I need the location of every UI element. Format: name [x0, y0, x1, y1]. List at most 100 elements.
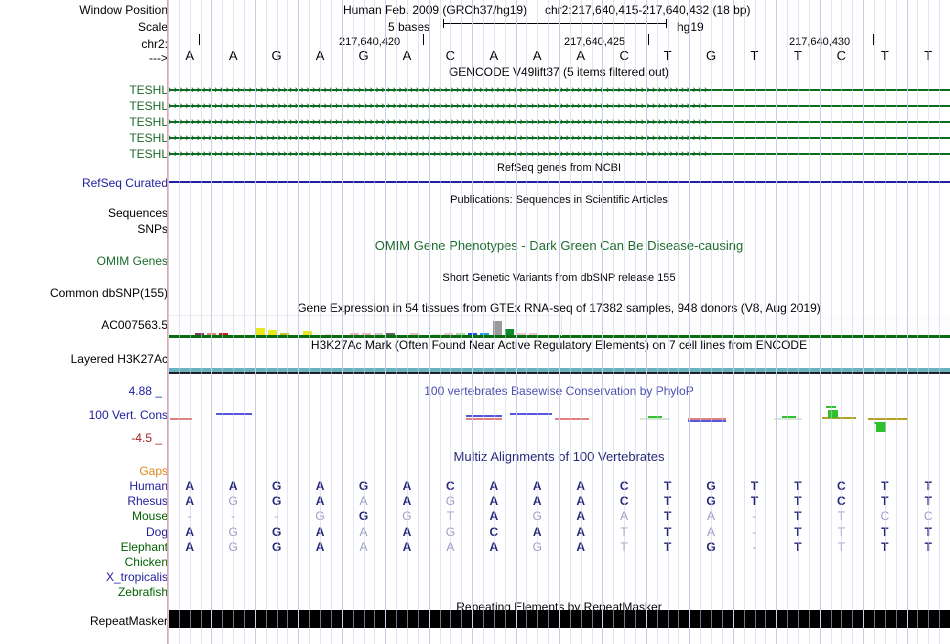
phylop-bar[interactable]	[555, 418, 589, 420]
gene-feature-row[interactable]: ››››››››››››››››››››››››››››››››››››››››…	[168, 82, 950, 98]
alignment-row[interactable]	[168, 570, 950, 584]
gtex-expression-chart[interactable]	[168, 315, 950, 338]
gtex-tissue-bar[interactable]	[268, 330, 277, 335]
species-label-chicken[interactable]: Chicken	[124, 555, 168, 569]
gtex-tissue-bar[interactable]	[480, 333, 489, 335]
gtex-tissue-bar[interactable]	[410, 333, 419, 335]
gtex-tissue-bar[interactable]	[432, 334, 441, 335]
gene-feature-row[interactable]: ››››››››››››››››››››››››››››››››››››››››…	[168, 146, 950, 162]
gtex-tissue-bar[interactable]	[350, 333, 359, 335]
phylop-bar[interactable]	[688, 420, 726, 422]
phylop-bar[interactable]	[774, 418, 802, 420]
phylop-bar[interactable]	[466, 418, 502, 420]
gtex-panel-frame	[168, 315, 562, 336]
gene-label-teshl[interactable]: TESHL	[129, 83, 168, 97]
gtex-tissue-bar[interactable]	[374, 333, 383, 335]
gtex-tissue-bar[interactable]	[325, 334, 334, 335]
phylop-bar[interactable]	[688, 418, 726, 420]
alignment-base: A	[402, 540, 412, 554]
alignment-base: A	[576, 525, 586, 539]
gtex-gene-label: AC007563.5	[101, 318, 168, 332]
alignment-base: -	[752, 540, 757, 554]
gene-label-teshl[interactable]: TESHL	[129, 147, 168, 161]
phylop-bar[interactable]	[822, 417, 856, 419]
alignment-base: T	[794, 479, 802, 493]
alignment-base: T	[924, 525, 932, 539]
species-label-dog[interactable]: Dog	[145, 525, 168, 539]
gtex-tissue-bar[interactable]	[529, 333, 538, 335]
phylop-bar[interactable]	[782, 416, 796, 418]
gene-label-teshl[interactable]: TESHL	[129, 115, 168, 129]
reference-base: T	[793, 48, 802, 63]
phylop-bar-positive[interactable]	[876, 422, 886, 432]
conservation-max-label: 4.88 _	[128, 384, 162, 398]
species-label-human[interactable]: Human	[129, 479, 168, 493]
alignment-row[interactable]	[168, 585, 950, 599]
alignment-base: A	[228, 479, 238, 493]
alignment-base: G	[532, 509, 542, 523]
gtex-tissue-bar[interactable]	[195, 333, 204, 335]
gene-feature-row[interactable]: ››››››››››››››››››››››››››››››››››››››››…	[168, 98, 950, 114]
strand-arrow-icon: ››››››››››››››››››››››››››››››››››››››››…	[168, 148, 710, 160]
reference-base: C	[619, 48, 629, 63]
omim-genes-label: OMIM Genes	[96, 254, 168, 268]
gtex-tissue-bar[interactable]	[219, 333, 228, 335]
gtex-tissue-bar[interactable]	[444, 333, 453, 335]
phylop-bar[interactable]	[648, 416, 662, 418]
gtex-tissue-bar[interactable]	[280, 333, 289, 335]
gene-label-teshl[interactable]: TESHL	[129, 99, 168, 113]
phylop-bar[interactable]	[868, 418, 908, 420]
species-label-mouse[interactable]: Mouse	[131, 509, 168, 523]
gene-feature-row[interactable]: ››››››››››››››››››››››››››››››››››››››››…	[168, 114, 950, 130]
conservation-center-label: 100 vertebrates Basewise Conservation by…	[424, 384, 694, 398]
database-label: hg19	[677, 20, 704, 34]
gtex-tissue-bar[interactable]	[493, 321, 502, 335]
alignment-base: C	[880, 509, 890, 523]
species-label-elephant[interactable]: Elephant	[120, 540, 168, 554]
alignment-row[interactable]	[168, 555, 950, 569]
phylop-bar[interactable]	[216, 413, 252, 415]
reference-base: T	[924, 48, 933, 63]
alignment-base: G	[358, 479, 369, 493]
reference-base: G	[358, 48, 369, 63]
refseq-feature-line[interactable]	[168, 181, 950, 183]
gtex-tissue-bar[interactable]	[505, 329, 514, 335]
gtex-tissue-bar[interactable]	[456, 333, 465, 335]
phylop-bar[interactable]	[826, 406, 836, 408]
alignment-base: A	[185, 494, 195, 508]
alignment-base: A	[532, 494, 542, 508]
ruler-tick-2	[648, 34, 649, 45]
gtex-tissue-bar[interactable]	[256, 328, 265, 335]
gene-feature-row[interactable]: ››››››››››››››››››››››››››››››››››››››››…	[168, 130, 950, 146]
gtex-tissue-bar[interactable]	[362, 333, 371, 335]
phylop-bar[interactable]	[640, 418, 670, 420]
refseq-center-label: RefSeq genes from NCBI	[496, 162, 622, 174]
phylop-bar[interactable]	[170, 418, 192, 420]
phylop-bar[interactable]	[466, 415, 502, 417]
alignment-base: G	[271, 494, 282, 508]
gtex-tissue-bar[interactable]	[517, 333, 526, 335]
alignment-base: G	[315, 509, 325, 523]
alignment-base: A	[620, 509, 629, 523]
species-label-rhesus[interactable]: Rhesus	[127, 494, 168, 508]
alignment-base: A	[489, 540, 499, 554]
alignment-base: C	[446, 479, 455, 493]
species-label-x_tropicalis[interactable]: X_tropicalis	[105, 570, 168, 584]
species-label-zebrafish[interactable]: Zebrafish	[117, 585, 168, 599]
repeatmasker-feature[interactable]	[168, 610, 950, 628]
gtex-tissue-bar[interactable]	[386, 333, 395, 335]
gtex-tissue-bar[interactable]	[303, 331, 312, 335]
gene-label-teshl[interactable]: TESHL	[129, 131, 168, 145]
gtex-center-label: Gene Expression in 54 tissues from GTEx …	[297, 301, 821, 315]
omim-center-label: OMIM Gene Phenotypes - Dark Green Can Be…	[374, 238, 744, 253]
phylop-conservation-plot[interactable]	[168, 392, 950, 442]
alignment-base: A	[576, 509, 586, 523]
phylop-bar[interactable]	[510, 413, 552, 415]
phylop-bar-positive[interactable]	[828, 410, 838, 418]
